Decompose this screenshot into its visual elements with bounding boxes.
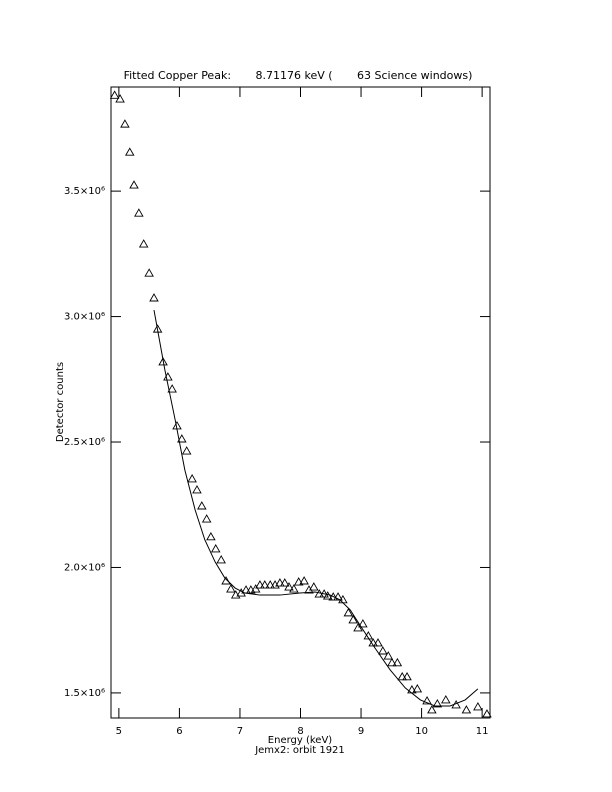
data-point — [378, 646, 388, 655]
data-point — [138, 239, 149, 248]
data-point — [358, 619, 368, 628]
data-point — [201, 514, 212, 523]
data-point — [373, 638, 383, 647]
x-tick-label: 9 — [358, 726, 364, 737]
y-tick-label: 3.0×10⁶ — [64, 312, 105, 323]
data-point — [432, 699, 443, 708]
data-point — [181, 446, 192, 455]
data-point — [422, 696, 432, 705]
x-tick-label: 5 — [116, 726, 122, 737]
data-point — [177, 434, 187, 443]
data-point — [129, 180, 139, 189]
data-point — [309, 582, 319, 591]
data-point — [275, 578, 285, 587]
data-point — [289, 584, 299, 593]
data-point — [328, 592, 338, 601]
fit-line — [153, 309, 479, 707]
data-point — [482, 709, 492, 718]
data-point — [206, 531, 216, 541]
y-axis-label: Detector counts — [55, 362, 66, 442]
x-tick-label: 10 — [415, 726, 428, 737]
data-point — [210, 543, 221, 553]
data-point — [187, 473, 197, 483]
subtitle: Jemx2: orbit 1921 — [254, 745, 345, 756]
data-point — [293, 577, 304, 586]
data-point — [216, 555, 226, 564]
data-point — [343, 607, 354, 617]
y-tick-label: 1.5×10⁶ — [64, 688, 105, 699]
data-point — [197, 501, 207, 510]
y-tick-label: 2.5×10⁶ — [64, 437, 105, 448]
data-point — [353, 623, 363, 632]
data-point — [383, 651, 394, 660]
data-point — [255, 580, 265, 589]
data-point — [167, 384, 177, 393]
data-point — [265, 580, 276, 589]
data-point — [392, 657, 403, 667]
data-point — [115, 94, 125, 103]
data-point — [279, 578, 290, 587]
data-point — [299, 576, 309, 585]
data-point — [402, 671, 412, 681]
y-tick-label: 2.0×10⁶ — [64, 562, 105, 573]
x-axis-label: Energy (keV) — [268, 735, 333, 746]
data-point — [158, 357, 168, 366]
chart-title: Fitted Copper Peak: 8.71176 keV ( 63 Sci… — [124, 69, 473, 82]
data-point — [149, 293, 159, 302]
data-point — [387, 657, 397, 667]
data-point — [427, 705, 437, 714]
data-point — [397, 671, 407, 681]
data-point — [120, 119, 130, 128]
data-point — [473, 702, 483, 711]
data-point — [322, 591, 333, 600]
x-tick-label: 8 — [297, 726, 303, 737]
data-point — [260, 580, 270, 589]
data-point — [412, 683, 423, 693]
x-tick-label: 7 — [237, 726, 243, 737]
data-point — [250, 584, 261, 593]
data-point — [124, 147, 135, 156]
data-point — [441, 695, 451, 704]
y-tick-label: 3.5×10⁶ — [64, 186, 105, 197]
data-point — [109, 90, 120, 99]
data-point — [192, 485, 202, 494]
data-point — [333, 592, 343, 601]
data-point — [226, 584, 236, 593]
data-point — [304, 585, 314, 594]
data-point — [348, 614, 358, 624]
data-point — [461, 705, 472, 714]
x-tick-label: 6 — [176, 726, 182, 737]
data-point — [134, 208, 144, 217]
data-point — [284, 582, 294, 591]
x-tick-label: 11 — [476, 726, 489, 737]
data-point — [144, 268, 154, 277]
